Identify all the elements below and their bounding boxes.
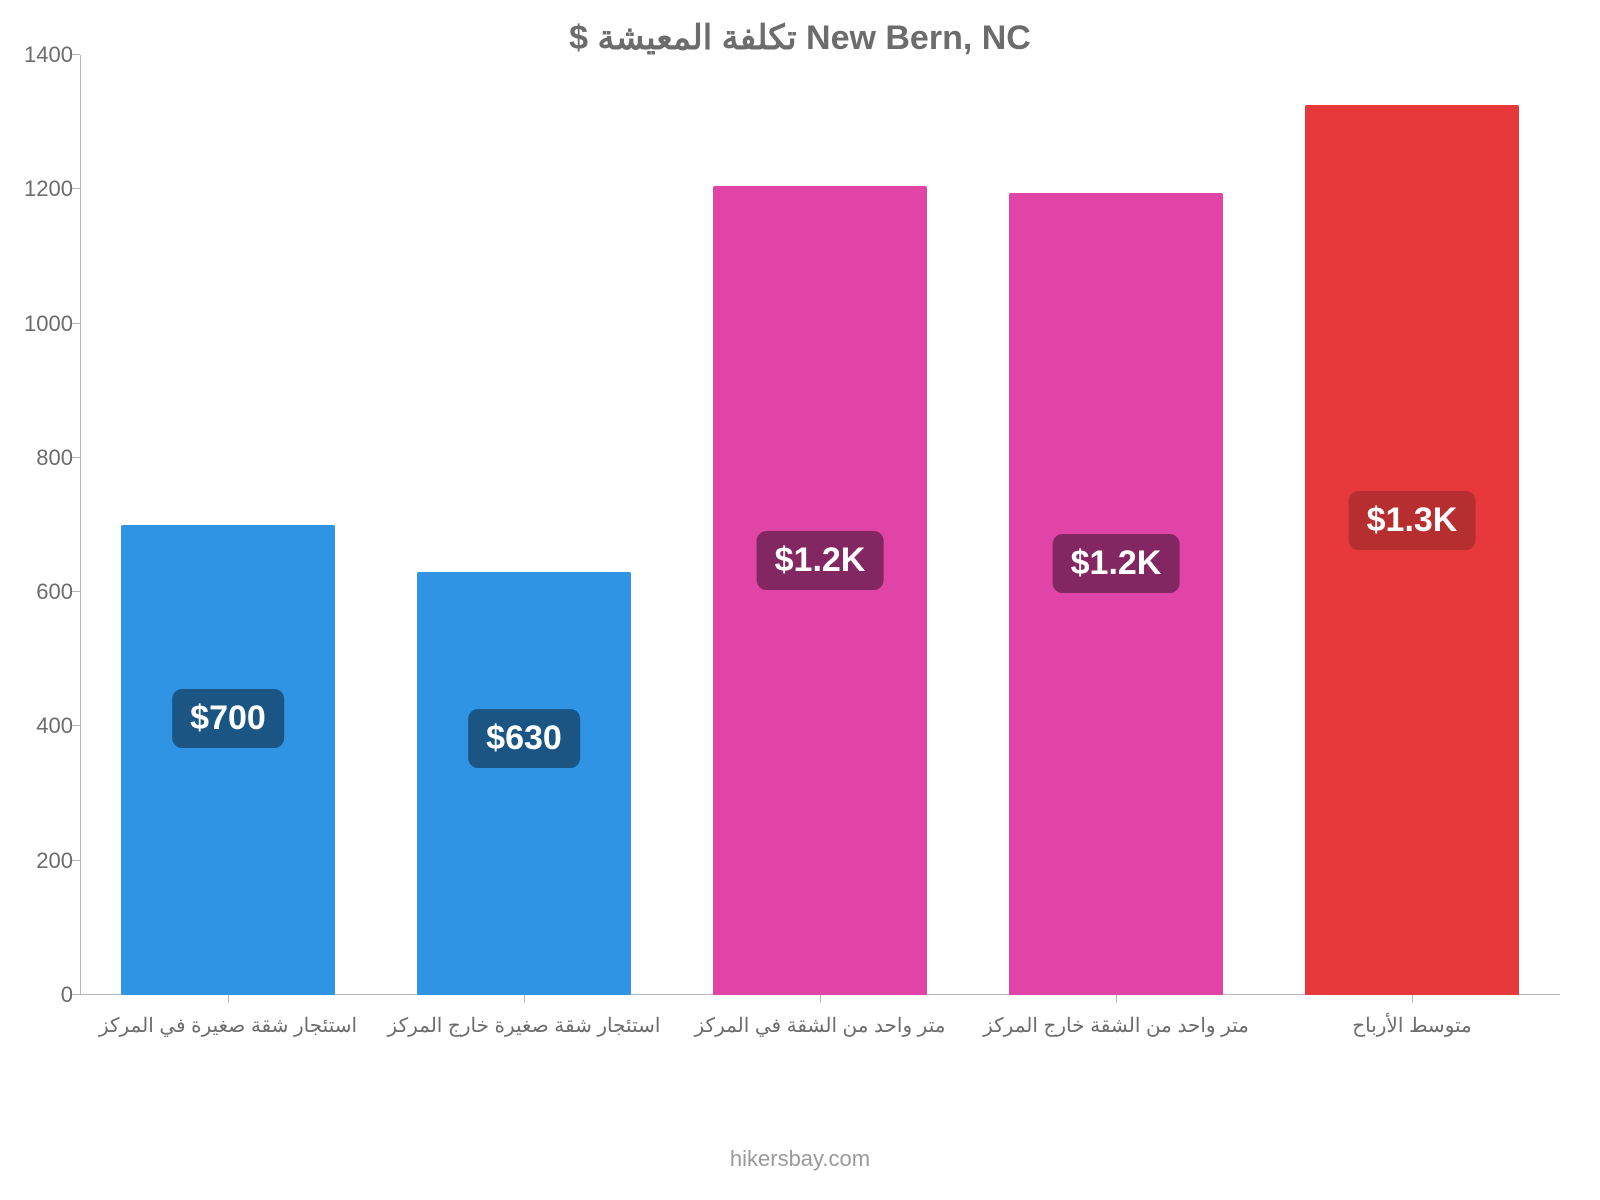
chart-title: New Bern, NC تكلفة المعيشة $ — [0, 18, 1600, 58]
y-tick-mark — [72, 54, 80, 55]
y-tick-mark — [72, 323, 80, 324]
x-tick-mark — [1116, 995, 1117, 1003]
x-tick-mark — [820, 995, 821, 1003]
x-tick-label: متر واحد من الشقة في المركز — [672, 1013, 968, 1038]
value-badge: $1.3K — [1349, 491, 1476, 550]
y-tick-label: 800 — [18, 445, 73, 471]
x-tick-label: استئجار شقة صغيرة خارج المركز — [376, 1013, 672, 1038]
y-tick-mark — [72, 994, 80, 995]
y-tick-label: 200 — [18, 848, 73, 874]
chart-bar — [121, 525, 334, 995]
chart-bar — [1305, 105, 1518, 995]
y-tick-mark — [72, 591, 80, 592]
x-tick-label: متر واحد من الشقة خارج المركز — [968, 1013, 1264, 1038]
y-tick-mark — [72, 860, 80, 861]
x-tick-mark — [524, 995, 525, 1003]
y-tick-mark — [72, 188, 80, 189]
value-badge: $630 — [468, 709, 580, 768]
y-tick-label: 0 — [18, 982, 73, 1008]
x-tick-label: متوسط الأرباح — [1264, 1013, 1560, 1038]
chart-container: New Bern, NC تكلفة المعيشة $ 02004006008… — [0, 0, 1600, 1200]
plot-area: 0200400600800100012001400$700استئجار شقة… — [80, 55, 1560, 995]
chart-bar — [713, 186, 926, 995]
y-tick-label: 1400 — [18, 42, 73, 68]
value-badge: $1.2K — [1053, 534, 1180, 593]
x-tick-mark — [1412, 995, 1413, 1003]
y-tick-mark — [72, 457, 80, 458]
y-tick-label: 1000 — [18, 311, 73, 337]
x-tick-mark — [228, 995, 229, 1003]
value-badge: $1.2K — [757, 531, 884, 590]
y-tick-label: 400 — [18, 713, 73, 739]
y-tick-mark — [72, 725, 80, 726]
value-badge: $700 — [172, 689, 284, 748]
attribution-text: hikersbay.com — [0, 1146, 1600, 1172]
y-tick-label: 600 — [18, 579, 73, 605]
x-tick-label: استئجار شقة صغيرة في المركز — [80, 1013, 376, 1038]
chart-bar — [417, 572, 630, 995]
y-tick-label: 1200 — [18, 176, 73, 202]
chart-bar — [1009, 193, 1222, 995]
y-axis-line — [80, 55, 81, 995]
